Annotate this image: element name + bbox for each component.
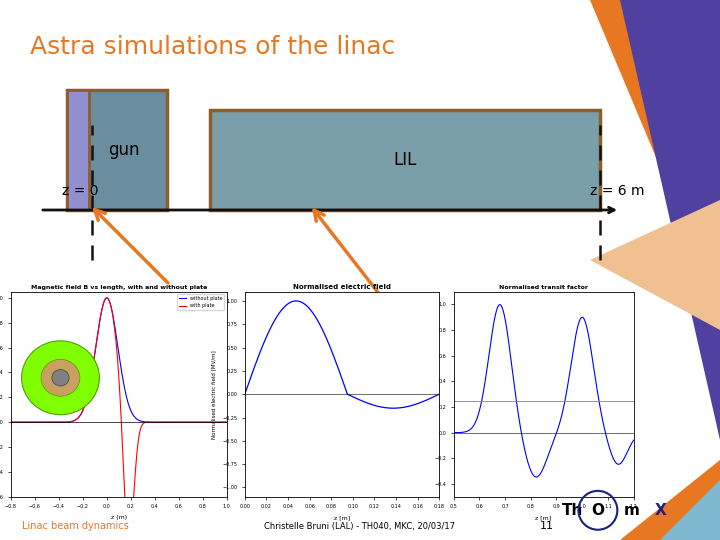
Text: LIL: LIL bbox=[393, 151, 417, 169]
Title: Normalised transit factor: Normalised transit factor bbox=[499, 285, 588, 290]
Polygon shape bbox=[620, 0, 720, 440]
Bar bbox=[67, 90, 167, 210]
with plate bbox=[102, 295, 111, 301]
Title: Normalised electric field: Normalised electric field bbox=[293, 284, 391, 290]
X-axis label: z (m): z (m) bbox=[111, 515, 127, 520]
with plate bbox=[6, 419, 15, 426]
Text: X: X bbox=[655, 503, 667, 518]
without plate bbox=[102, 295, 111, 301]
with plate bbox=[136, 427, 145, 434]
Text: Astra simulations of the linac: Astra simulations of the linac bbox=[30, 35, 395, 59]
Polygon shape bbox=[660, 480, 720, 540]
without plate bbox=[222, 419, 231, 426]
X-axis label: z [m]: z [m] bbox=[334, 515, 350, 520]
Title: Magnetic field B vs length, with and without plate: Magnetic field B vs length, with and wit… bbox=[31, 285, 207, 290]
Text: z = 6 m: z = 6 m bbox=[590, 184, 644, 198]
Polygon shape bbox=[590, 200, 720, 330]
with plate bbox=[222, 419, 231, 426]
Bar bbox=[210, 110, 600, 210]
with plate bbox=[124, 536, 132, 540]
Bar bbox=[67, 90, 89, 210]
with plate bbox=[125, 538, 133, 540]
Y-axis label: Normalised electric field [MV/m]: Normalised electric field [MV/m] bbox=[212, 350, 217, 438]
Circle shape bbox=[52, 369, 69, 386]
Circle shape bbox=[41, 359, 80, 396]
Circle shape bbox=[22, 341, 99, 415]
without plate bbox=[184, 419, 192, 426]
without plate bbox=[124, 400, 132, 406]
Text: m: m bbox=[624, 503, 639, 518]
with plate bbox=[184, 419, 193, 426]
Text: Th: Th bbox=[562, 503, 583, 518]
Polygon shape bbox=[590, 0, 720, 310]
Text: 11: 11 bbox=[540, 521, 554, 531]
with plate bbox=[111, 330, 120, 336]
Polygon shape bbox=[620, 460, 720, 540]
Text: z = 0: z = 0 bbox=[62, 184, 99, 198]
with plate bbox=[109, 320, 118, 326]
Legend: without plate, with plate: without plate, with plate bbox=[176, 294, 225, 310]
without plate bbox=[109, 318, 118, 324]
with plate bbox=[218, 419, 227, 426]
without plate bbox=[217, 419, 226, 426]
Text: Christelle Bruni (LAL) - TH040, MKC, 20/03/17: Christelle Bruni (LAL) - TH040, MKC, 20/… bbox=[264, 522, 456, 531]
without plate bbox=[6, 419, 15, 426]
Text: gun: gun bbox=[108, 141, 140, 159]
X-axis label: z [m]: z [m] bbox=[536, 515, 552, 520]
without plate bbox=[135, 417, 144, 424]
Line: with plate: with plate bbox=[11, 298, 227, 540]
Text: O: O bbox=[591, 503, 604, 518]
Line: without plate: without plate bbox=[11, 298, 227, 422]
Text: Linac beam dynamics: Linac beam dynamics bbox=[22, 521, 128, 531]
without plate bbox=[111, 326, 120, 332]
